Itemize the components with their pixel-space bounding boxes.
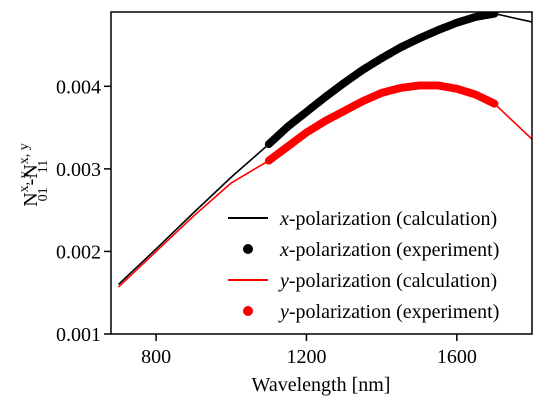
y-axis-title-sub2: 11 [36, 160, 51, 173]
legend-label-rest: -polarization (experiment) [289, 239, 499, 261]
legend-label: x-polarization (calculation) [279, 208, 497, 230]
legend-label-rest: -polarization (experiment) [289, 301, 499, 323]
legend-item: x-polarization (experiment) [243, 239, 499, 261]
x-tick-label: 800 [141, 346, 171, 368]
y-axis-title-n1: N [20, 192, 42, 206]
y-axis-title-sup1: x, y [17, 171, 32, 192]
legend-label-rest: -polarization (calculation) [289, 208, 497, 230]
y-tick-label: 0.002 [56, 241, 101, 263]
legend-item: y-polarization (experiment) [243, 301, 499, 323]
legend-label: y-polarization (experiment) [278, 301, 499, 323]
plot-frame [110, 11, 533, 335]
legend-item: x-polarization (calculation) [228, 208, 497, 230]
y-tick-label: 0.003 [56, 159, 101, 181]
legend-label-rest: -polarization (calculation) [289, 270, 497, 292]
y-axis-title-sub1: 01 [36, 187, 51, 201]
ticks-layer: 800 1200 1600 0.001 0.002 0.003 0.004 [56, 76, 477, 368]
x-tick-label: 1200 [286, 346, 326, 368]
legend-label-italic: x [279, 239, 289, 261]
series-layer [117, 12, 532, 288]
legend-label-italic: x [279, 208, 289, 230]
legend-label: x-polarization (experiment) [279, 239, 499, 261]
svg-text:Nx, y01-Nx, y11: Nx, y 01 -Nx, y 11 [17, 143, 51, 207]
x-tick-label: 1600 [437, 346, 477, 368]
x-axis-title: Wavelength [nm] [252, 374, 391, 396]
y-tick-label: 0.004 [56, 76, 101, 98]
y-axis-title-sup2: x, y [17, 143, 32, 164]
data-point [490, 99, 499, 108]
y-axis-title: Nx, y 01 -Nx, y 11 [17, 143, 51, 207]
series-points-x-polarization-experiment [264, 12, 499, 149]
legend-item: y-polarization (calculation) [228, 270, 497, 292]
y-axis-title-dash: -N [20, 164, 42, 185]
legend: x-polarization (calculation)x-polarizati… [228, 208, 499, 323]
y-tick-label: 0.001 [56, 324, 101, 346]
legend-swatch-dot [243, 306, 253, 316]
series-points-y-polarization-experiment [264, 81, 499, 165]
legend-label: y-polarization (calculation) [278, 270, 497, 292]
legend-label-italic: y [278, 270, 289, 292]
legend-label-italic: y [278, 301, 289, 323]
legend-swatch-dot [243, 244, 253, 254]
data-point [490, 12, 499, 18]
